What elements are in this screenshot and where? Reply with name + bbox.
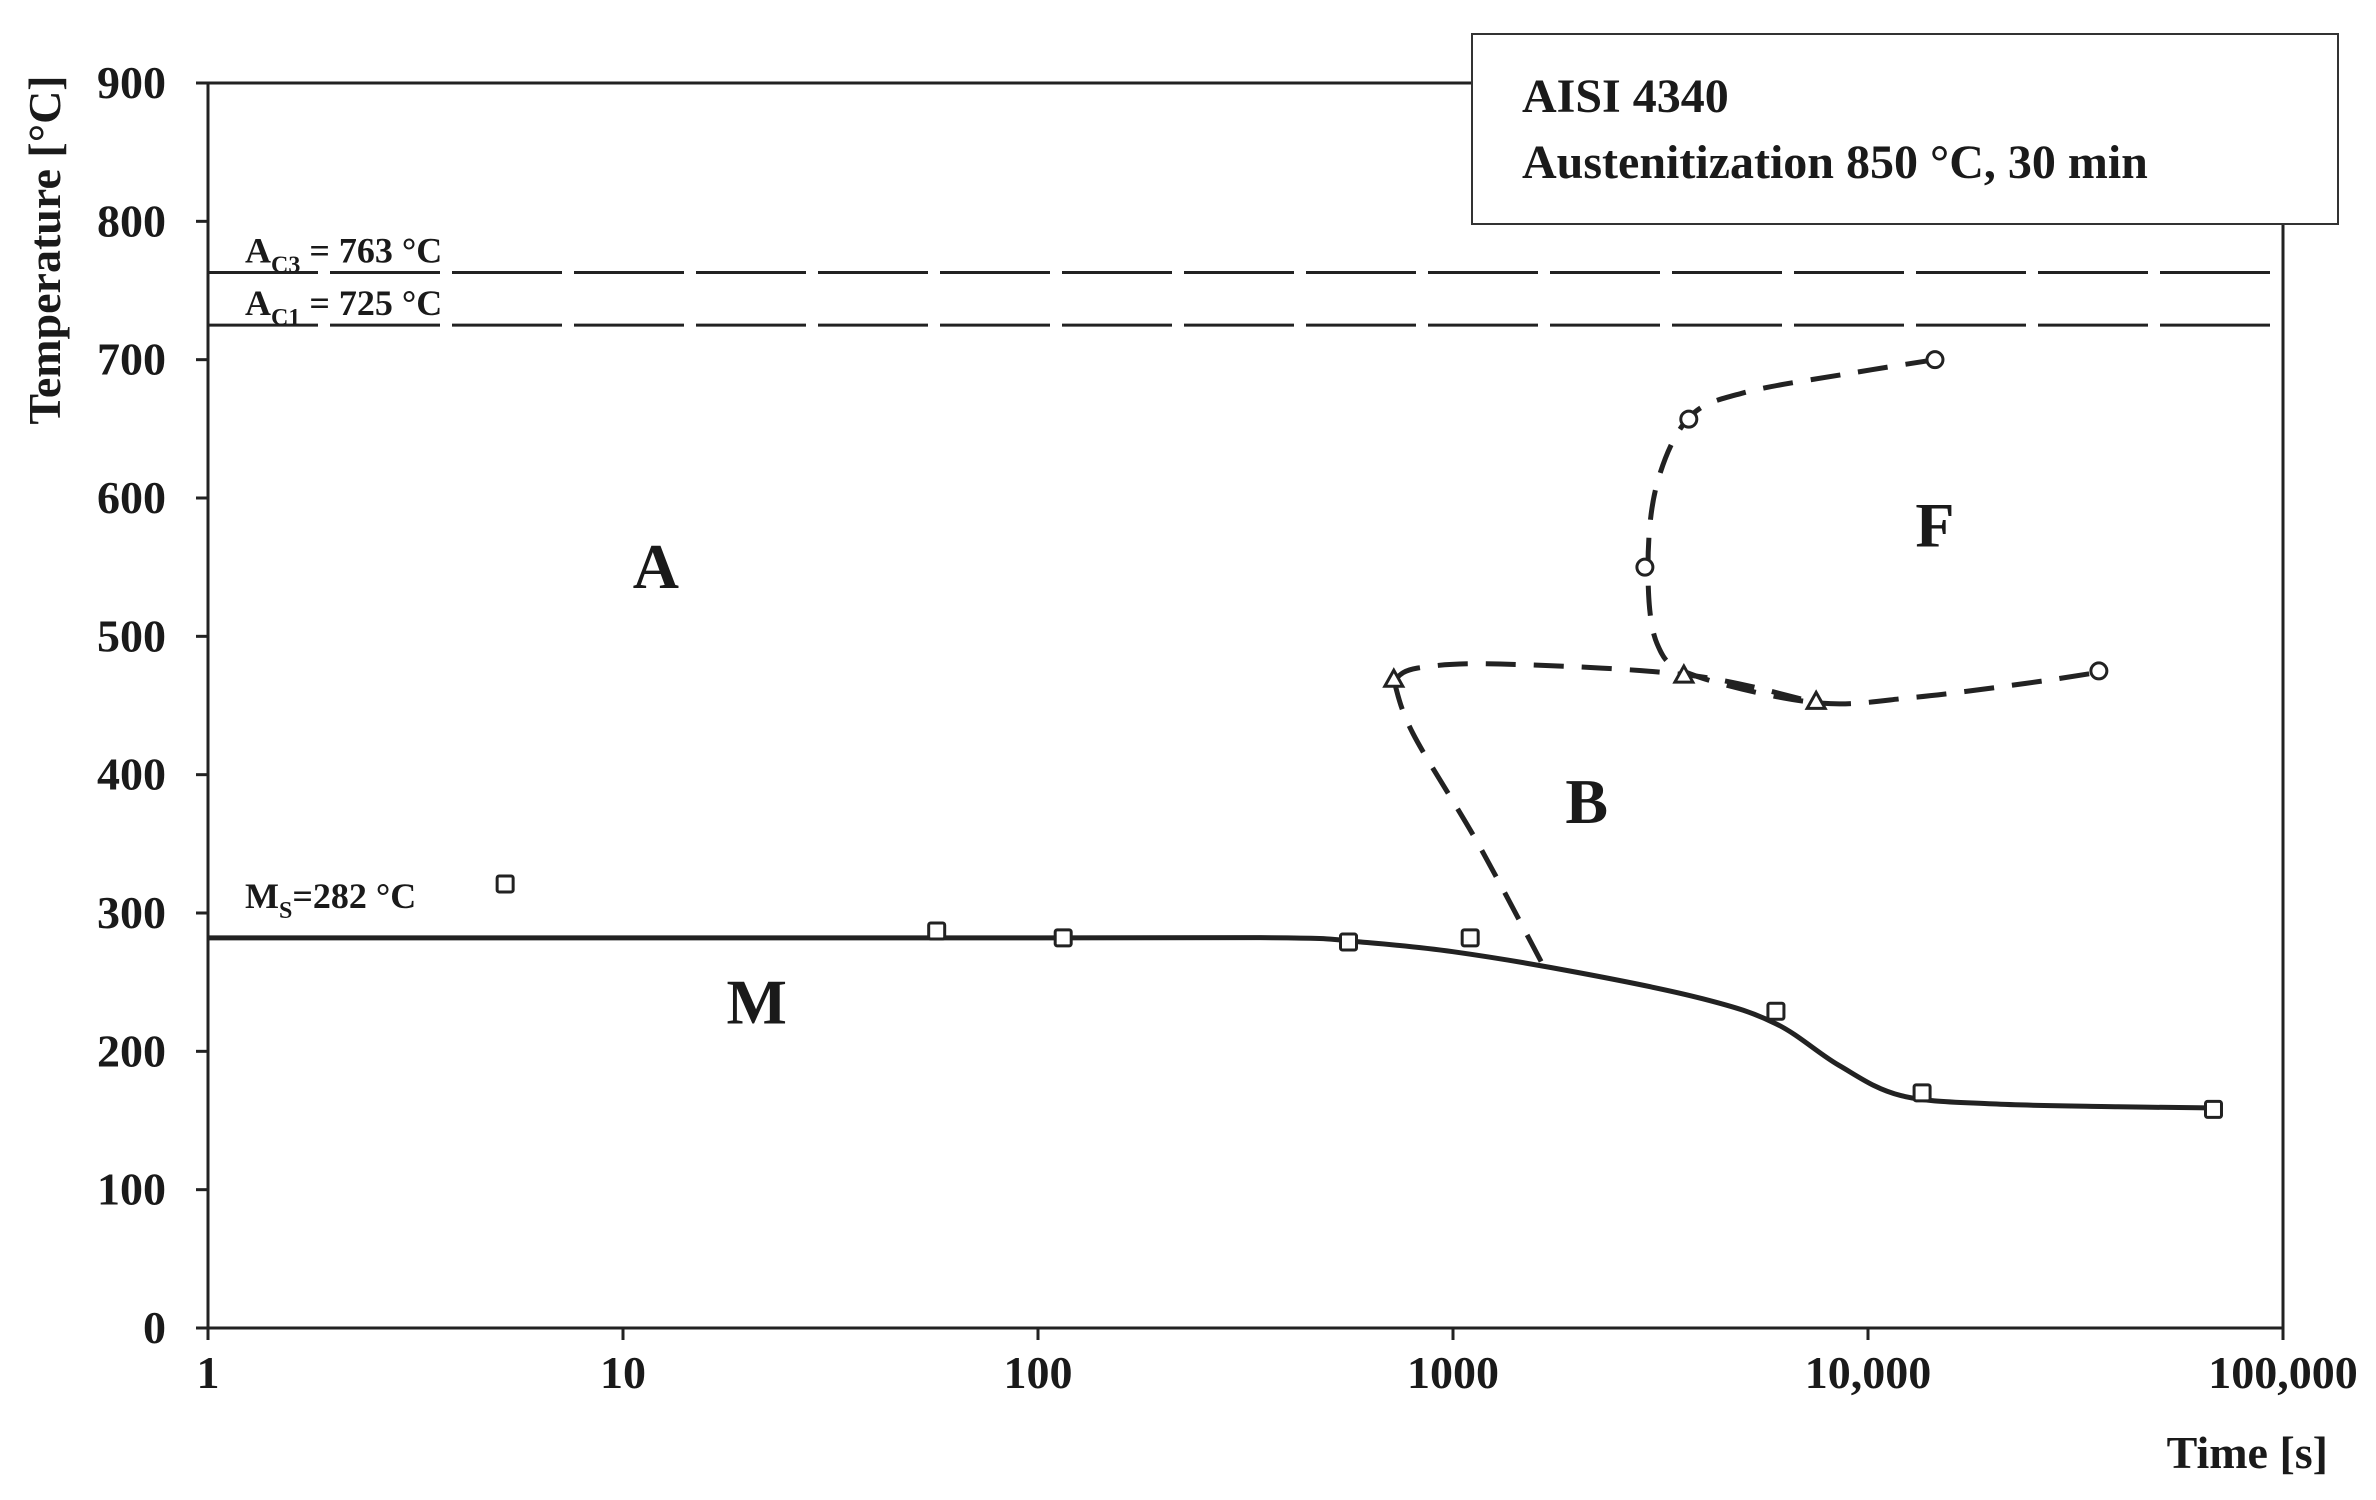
- data-point-square: [1766, 1001, 1786, 1021]
- critical-symbol: A: [245, 283, 271, 323]
- y-axis-label: Temperature [°C]: [19, 75, 70, 424]
- critical-value: = 725 °C: [300, 283, 442, 323]
- x-tick-label: 10,000: [1805, 1347, 1932, 1398]
- critical-label-c3: AC3 = 763 °C: [245, 231, 442, 279]
- data-point-circle: [1925, 350, 1945, 370]
- data-point-circle: [2089, 661, 2109, 681]
- data-point-square: [1338, 932, 1358, 952]
- x-tick-label: 100,000: [2208, 1347, 2358, 1398]
- critical-symbol: A: [245, 231, 271, 271]
- data-point-square: [927, 921, 947, 941]
- data-point-triangle: [1804, 689, 1828, 710]
- critical-subscript: C1: [271, 305, 300, 331]
- region-label-m: M: [727, 967, 787, 1038]
- annotations: Temperature [°C] Time [s] AC3 = 763 °CAC…: [19, 75, 2328, 1478]
- data-point-circle: [1679, 409, 1699, 429]
- critical-symbol: M: [245, 876, 279, 916]
- curve-0-line: [208, 935, 2219, 1111]
- x-tick-label: 1000: [1407, 1347, 1499, 1398]
- data-point-triangle: [1382, 667, 1406, 688]
- data-point-square: [495, 874, 515, 894]
- data-point-square: [1912, 1083, 1932, 1103]
- critical-subscript: S: [279, 898, 292, 924]
- x-tick-label: 100: [1004, 1347, 1073, 1398]
- critical-label-s: MS=282 °C: [245, 876, 416, 924]
- critical-label-c1: AC1 = 725 °C: [245, 283, 442, 331]
- plot-frame: [206, 81, 2285, 1330]
- axis-ticks: 0 100 200 300 400 500 600 700 800 900 1 10 100 1000 10…: [97, 57, 2358, 1398]
- curve-1-line: [1645, 357, 2100, 707]
- y-tick-label: 600: [97, 472, 166, 523]
- x-tick-label: 1: [197, 1347, 220, 1398]
- y-tick-label: 500: [97, 610, 166, 661]
- data-point-square: [1460, 928, 1480, 948]
- info-box-frame: [1471, 33, 2339, 225]
- data-point-square: [2203, 1099, 2223, 1119]
- critical-temperature-lines: [208, 271, 2283, 327]
- region-label-f: F: [1915, 489, 1954, 560]
- y-tick-label: 100: [97, 1164, 166, 1215]
- region-label-a: A: [633, 531, 679, 602]
- data-point-square: [1053, 928, 1073, 948]
- info-line-1: AISI 4340: [1522, 70, 1729, 123]
- y-tick-label: 300: [97, 887, 166, 938]
- y-tick-label: 400: [97, 749, 166, 800]
- critical-subscript: C3: [271, 253, 300, 279]
- transformation-curves: [208, 357, 2219, 1111]
- x-axis-label: Time [s]: [2167, 1427, 2328, 1478]
- critical-value: = 763 °C: [300, 231, 442, 271]
- curve-2-line: [1392, 661, 1817, 706]
- data-markers: [495, 350, 2223, 1119]
- y-tick-label: 800: [97, 195, 166, 246]
- y-tick-label: 0: [143, 1302, 166, 1353]
- info-box: AISI 4340 Austenitization 850 °C, 30 min: [1471, 33, 2339, 225]
- data-point-circle: [1635, 557, 1655, 577]
- y-tick-label: 900: [97, 57, 166, 108]
- info-line-2: Austenitization 850 °C, 30 min: [1522, 136, 2148, 189]
- data-point-triangle: [1672, 663, 1696, 684]
- y-tick-label: 700: [97, 334, 166, 385]
- y-tick-label: 200: [97, 1025, 166, 1076]
- curve-3-line: [1391, 679, 1546, 967]
- region-label-b: B: [1565, 766, 1608, 837]
- critical-value: =282 °C: [292, 876, 416, 916]
- x-tick-label: 10: [600, 1347, 646, 1398]
